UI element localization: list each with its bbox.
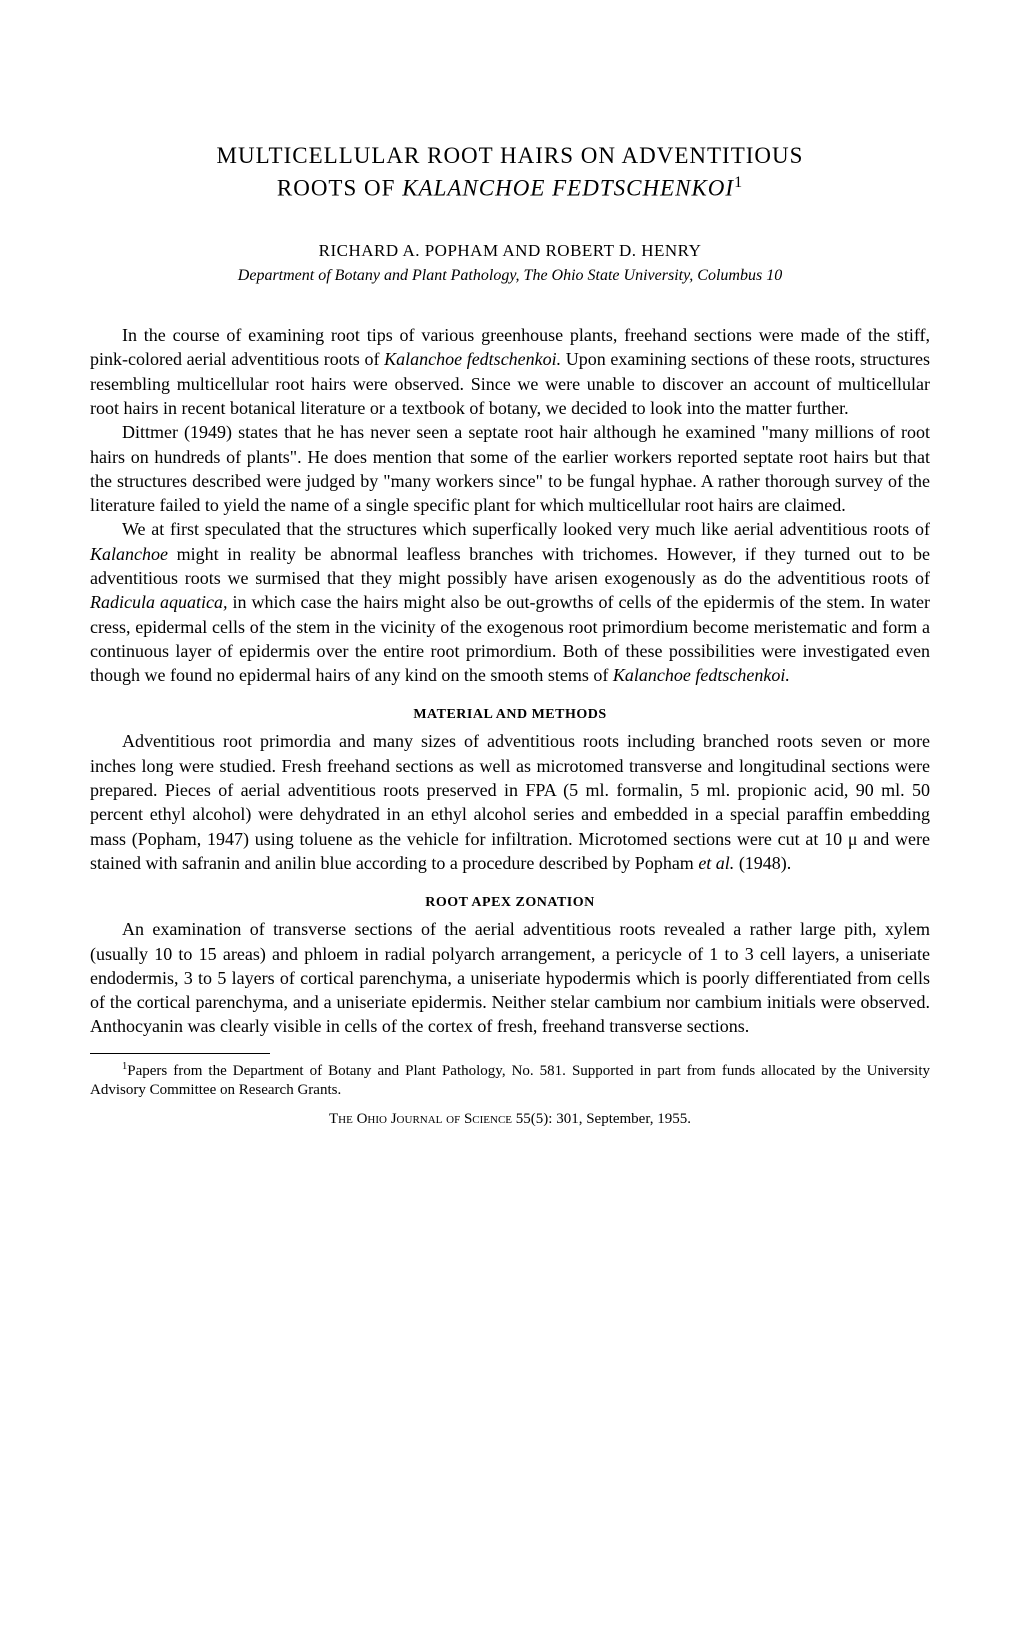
paper-title: MULTICELLULAR ROOT HAIRS ON ADVENTITIOUS… — [90, 140, 930, 205]
paragraph-1: In the course of examining root tips of … — [90, 323, 930, 420]
journal-issue: 55(5): 301, September, 1955. — [512, 1111, 691, 1127]
title-species: KALANCHOE FEDTSCHENKOI — [402, 176, 734, 201]
title-line-1: MULTICELLULAR ROOT HAIRS ON ADVENTITIOUS — [217, 143, 804, 168]
footnote-text: Papers from the Department of Botany and… — [90, 1063, 930, 1099]
p3-genus: Kalanchoe — [90, 544, 168, 564]
paragraph-3: We at first speculated that the structur… — [90, 517, 930, 687]
affiliation: Department of Botany and Plant Pathology… — [90, 267, 930, 285]
footnote: 1Papers from the Department of Botany an… — [90, 1060, 930, 1101]
journal-citation: The Ohio Journal of Science 55(5): 301, … — [90, 1111, 930, 1128]
title-footnote-marker: 1 — [734, 174, 743, 191]
p4-etal: et al. — [698, 853, 734, 873]
p1-species: Kalanchoe fedtschenkoi. — [384, 349, 561, 369]
p3-species-2: Radicula aquatica, — [90, 592, 228, 612]
paper-page: MULTICELLULAR ROOT HAIRS ON ADVENTITIOUS… — [0, 0, 1020, 1218]
p3-c: might in reality be abnormal leafless br… — [90, 544, 930, 588]
p3-species-3: Kalanchoe fedtschenkoi. — [613, 665, 790, 685]
p4-c: (1948). — [734, 853, 791, 873]
journal-name: The Ohio Journal of Science — [329, 1111, 512, 1127]
body-text: In the course of examining root tips of … — [90, 323, 930, 1039]
p4-a: Adventitious root primordia and many siz… — [90, 731, 930, 872]
footnote-rule — [90, 1053, 270, 1054]
section-heading-zonation: ROOT APEX ZONATION — [90, 895, 930, 911]
authors: RICHARD A. POPHAM AND ROBERT D. HENRY — [90, 241, 930, 261]
paragraph-2: Dittmer (1949) states that he has never … — [90, 420, 930, 517]
paragraph-5: An examination of transverse sections of… — [90, 917, 930, 1038]
section-heading-methods: MATERIAL AND METHODS — [90, 707, 930, 723]
p3-a: We at first speculated that the structur… — [122, 519, 930, 539]
paragraph-4: Adventitious root primordia and many siz… — [90, 729, 930, 875]
title-line-2a: ROOTS OF — [277, 176, 402, 201]
